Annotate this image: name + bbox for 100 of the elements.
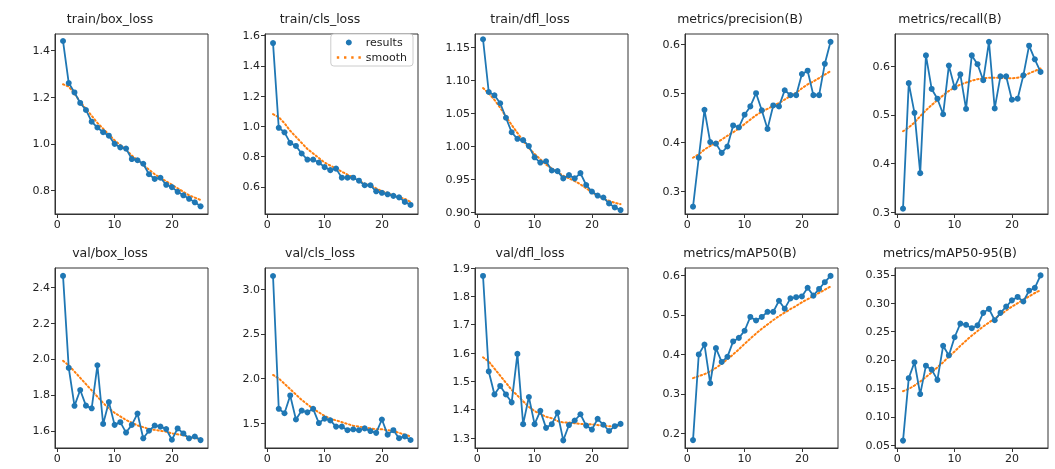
- point: [1026, 42, 1033, 49]
- point: [401, 433, 408, 440]
- point: [378, 416, 385, 423]
- x-tick-label: 20: [794, 218, 809, 231]
- point: [991, 317, 998, 324]
- point: [338, 174, 345, 181]
- point: [94, 362, 101, 369]
- x-tick-label: 0: [263, 218, 271, 231]
- point: [186, 435, 193, 442]
- point: [940, 342, 947, 349]
- legend-label: smooth: [365, 51, 408, 64]
- x-tick-label: 10: [737, 452, 752, 465]
- point: [82, 106, 89, 113]
- point: [565, 422, 572, 429]
- point: [810, 292, 817, 299]
- point: [804, 284, 811, 291]
- point: [384, 191, 391, 198]
- y-tick-label: 1.5: [452, 374, 470, 388]
- point: [310, 405, 317, 412]
- point: [787, 295, 794, 302]
- point: [396, 435, 403, 442]
- point: [980, 77, 987, 84]
- point: [543, 424, 550, 431]
- y-tick-label: 0.4: [662, 135, 680, 149]
- point: [270, 40, 277, 47]
- legend-label: results: [365, 36, 403, 49]
- chart-title: val/dfl_loss: [495, 245, 565, 260]
- point: [577, 170, 584, 177]
- x-tick-label: 0: [53, 452, 61, 465]
- point: [810, 92, 817, 99]
- point: [900, 205, 907, 212]
- chart-title: train/dfl_loss: [490, 11, 570, 26]
- point: [951, 84, 958, 91]
- point: [724, 353, 731, 360]
- point: [77, 99, 84, 106]
- point: [934, 376, 941, 383]
- point: [730, 338, 737, 345]
- y-tick-label: 0.35: [865, 268, 890, 282]
- point: [531, 421, 538, 428]
- y-tick-label: 1.7: [452, 318, 470, 332]
- point: [520, 137, 527, 144]
- point: [804, 67, 811, 74]
- point: [600, 421, 607, 428]
- y-tick-label: 2.0: [32, 352, 50, 366]
- point: [617, 420, 624, 427]
- x-tick-label: 20: [1004, 452, 1019, 465]
- x-tick-label: 20: [374, 218, 389, 231]
- point: [315, 420, 322, 427]
- point: [735, 124, 742, 131]
- point: [934, 95, 941, 102]
- point: [361, 182, 368, 189]
- point: [390, 427, 397, 434]
- point: [373, 188, 380, 195]
- point: [945, 352, 952, 359]
- point: [940, 111, 947, 118]
- point: [793, 92, 800, 99]
- chart-title: metrics/recall(B): [898, 11, 1002, 26]
- y-tick-label: 3.0: [242, 282, 260, 296]
- point: [588, 426, 595, 433]
- y-tick-label: 1.4: [242, 59, 260, 73]
- point: [100, 129, 107, 136]
- y-tick-label: 1.00: [445, 139, 470, 153]
- point: [781, 87, 788, 94]
- y-tick-label: 0.10: [865, 410, 890, 424]
- point: [298, 407, 305, 414]
- point: [957, 320, 964, 327]
- y-tick-label: 1.2: [32, 90, 50, 104]
- point: [798, 293, 805, 300]
- point: [407, 436, 414, 443]
- point: [355, 177, 362, 184]
- point: [747, 313, 754, 320]
- point: [571, 417, 578, 424]
- x-tick-label: 20: [1004, 218, 1019, 231]
- point: [100, 420, 107, 427]
- point: [88, 118, 95, 125]
- point: [77, 387, 84, 394]
- point: [145, 171, 152, 178]
- point: [798, 71, 805, 78]
- line-series: [692, 285, 832, 380]
- y-tick-label: 0.6: [662, 269, 680, 282]
- y-tick-label: 0.6: [242, 180, 260, 194]
- y-tick-label: 1.05: [445, 106, 470, 120]
- point: [350, 174, 357, 181]
- y-tick-label: 1.9: [452, 261, 470, 275]
- point: [304, 156, 311, 163]
- x-tick-label: 10: [527, 452, 542, 465]
- point: [712, 140, 719, 147]
- point: [793, 294, 800, 301]
- point: [157, 423, 164, 430]
- point: [361, 425, 368, 432]
- point: [583, 181, 590, 188]
- point: [117, 419, 124, 426]
- point: [292, 416, 299, 423]
- point: [775, 297, 782, 304]
- point: [827, 272, 834, 279]
- point: [197, 203, 204, 210]
- point: [753, 90, 760, 97]
- point: [355, 427, 362, 434]
- point: [82, 402, 89, 409]
- point: [60, 38, 67, 45]
